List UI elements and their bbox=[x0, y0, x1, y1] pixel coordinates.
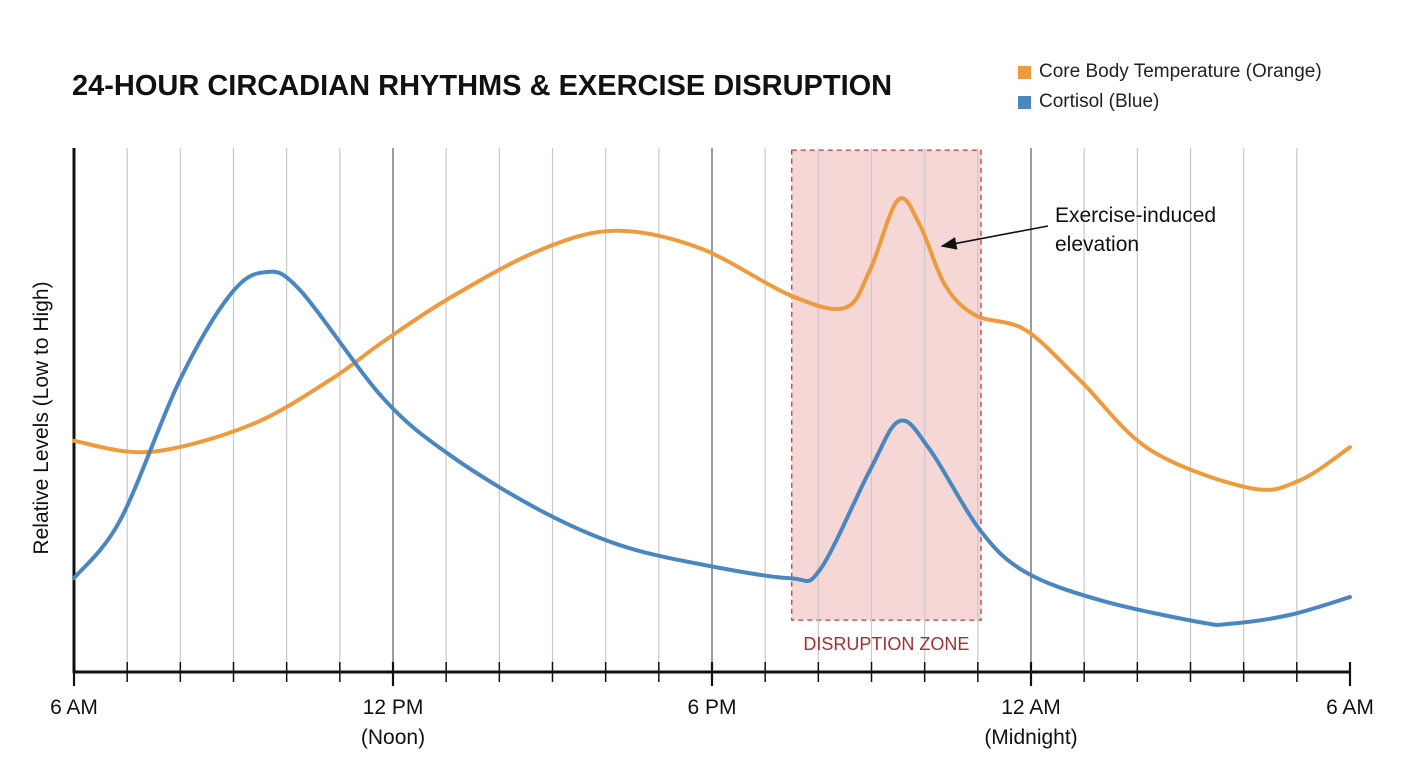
legend-item-temperature: Core Body Temperature (Orange) bbox=[1018, 61, 1322, 83]
disruption-zone-label: DISRUPTION ZONE bbox=[803, 634, 969, 654]
legend-swatch-orange bbox=[1018, 65, 1031, 79]
y-axis-label: Relative Levels (Low to High) bbox=[30, 281, 53, 554]
legend-swatch-blue bbox=[1018, 95, 1031, 109]
legend-label: Cortisol (Blue) bbox=[1039, 91, 1160, 112]
x-tick-label: 12 PM bbox=[363, 696, 424, 719]
temperature-line bbox=[72, 196, 1352, 492]
x-tick-sublabel: (Noon) bbox=[361, 726, 425, 749]
chart-title: 24-HOUR CIRCADIAN RHYTHMS & EXERCISE DIS… bbox=[72, 70, 893, 102]
annotation-text: Exercise-induced bbox=[1055, 204, 1216, 227]
x-tick-label: 12 AM bbox=[1001, 696, 1061, 719]
annotation-arrow bbox=[940, 225, 1049, 250]
x-tick-sublabel: (Midnight) bbox=[984, 726, 1077, 749]
legend-item-cortisol: Cortisol (Blue) bbox=[1018, 91, 1159, 113]
x-tick-label: 6 PM bbox=[687, 696, 736, 719]
annotation-text: elevation bbox=[1055, 233, 1139, 256]
x-tick-label: 6 AM bbox=[50, 696, 98, 719]
legend-label: Core Body Temperature (Orange) bbox=[1039, 61, 1322, 82]
x-tick-label: 6 AM bbox=[1326, 696, 1374, 719]
cortisol-line bbox=[72, 269, 1352, 627]
